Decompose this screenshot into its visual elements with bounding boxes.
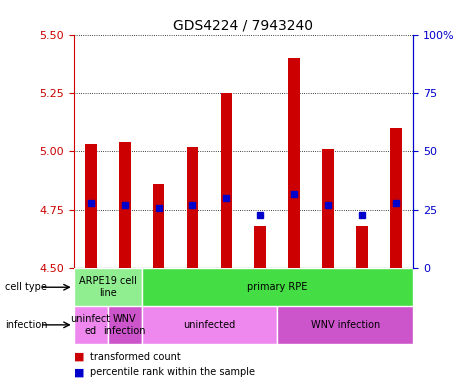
Text: cell type: cell type [5, 282, 47, 292]
Title: GDS4224 / 7943240: GDS4224 / 7943240 [173, 18, 314, 32]
Bar [74, 306, 107, 344]
Text: infection: infection [5, 320, 47, 330]
Bar [323, 149, 334, 268]
Bar [107, 306, 142, 344]
Bar [85, 144, 96, 268]
Text: primary RPE: primary RPE [247, 282, 308, 292]
Text: uninfected: uninfected [183, 320, 236, 330]
Text: transformed count: transformed count [90, 352, 181, 362]
Bar [255, 226, 266, 268]
Bar [277, 306, 413, 344]
Bar [74, 268, 142, 306]
Bar [187, 147, 199, 268]
Text: ■: ■ [74, 352, 84, 362]
Bar [142, 306, 277, 344]
Text: uninfect
ed: uninfect ed [71, 314, 111, 336]
Text: WNV
infection: WNV infection [104, 314, 146, 336]
Bar [142, 268, 413, 306]
Text: ■: ■ [74, 367, 84, 377]
Text: percentile rank within the sample: percentile rank within the sample [90, 367, 255, 377]
Bar [152, 184, 164, 268]
Bar [356, 226, 368, 268]
Text: ARPE19 cell
line: ARPE19 cell line [79, 276, 136, 298]
Bar [220, 93, 232, 268]
Text: WNV infection: WNV infection [311, 320, 380, 330]
Bar [119, 142, 131, 268]
Bar [288, 58, 300, 268]
Bar [390, 128, 402, 268]
